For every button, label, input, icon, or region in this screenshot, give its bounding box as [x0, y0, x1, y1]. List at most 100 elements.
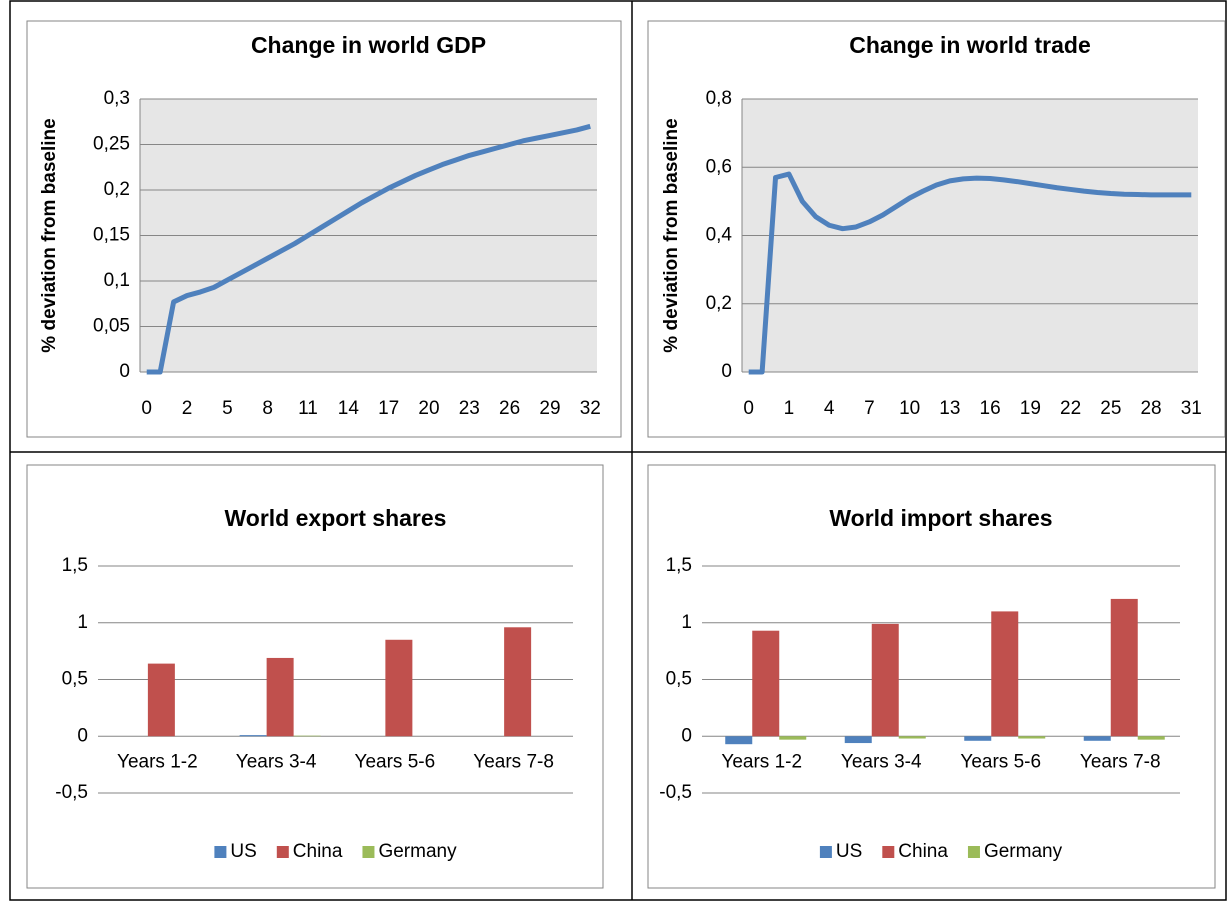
bar: [239, 735, 267, 737]
x-tick-label: 7: [864, 398, 875, 419]
x-tick-label: Years 5-6: [960, 751, 1041, 772]
legend-swatch: [882, 846, 895, 858]
bar: [147, 663, 175, 737]
y-tick-label: 0,8: [706, 88, 732, 109]
y-tick-label: 1,5: [62, 555, 88, 576]
x-tick-label: Years 7-8: [473, 751, 554, 772]
x-tick-label: 28: [1140, 398, 1161, 419]
line: [748, 171, 1192, 375]
legend-swatch: [819, 846, 832, 858]
x-tick-label: 32: [580, 398, 601, 419]
legend-swatch: [967, 846, 980, 858]
bar: [1083, 736, 1111, 741]
legend-label: Germany: [378, 841, 457, 862]
y-axis-title: % deviation from baseline: [661, 118, 682, 352]
y-tick-label: -0,5: [659, 782, 692, 803]
legend-label: US: [836, 841, 862, 862]
y-tick-label: -0,5: [55, 782, 88, 803]
x-tick-label: 2: [182, 398, 193, 419]
y-tick-label: 0,25: [93, 134, 130, 155]
legend-label: China: [898, 841, 948, 862]
chart-title: Change in world GDP: [251, 32, 486, 58]
y-axis-title: % deviation from baseline: [39, 118, 60, 352]
y-tick-label: 0,6: [706, 156, 732, 177]
legend-swatch: [362, 846, 375, 858]
x-tick-label: 25: [1100, 398, 1121, 419]
x-tick-label: Years 3-4: [236, 751, 317, 772]
x-tick-label: 11: [298, 398, 318, 419]
y-tick-label: 0,2: [104, 179, 130, 200]
chart: World export shares -0,5 0 0,5 1 1,5 Years 1-2…: [26, 464, 604, 889]
y-tick-label: 0: [119, 361, 130, 382]
chart: Change in world GDP % deviation from base…: [26, 20, 622, 438]
chart-title: World import shares: [829, 505, 1052, 531]
x-tick-label: 4: [824, 398, 835, 419]
legend-label: US: [230, 841, 256, 862]
x-tick-label: 8: [262, 398, 273, 419]
x-tick-label: 10: [899, 398, 920, 419]
legend-swatch: [276, 846, 289, 858]
x-tick-label: 0: [743, 398, 754, 419]
chart: Change in world trade % deviation from ba…: [647, 20, 1226, 438]
x-tick-label: Years 5-6: [355, 751, 436, 772]
chart: World import shares -0,5 0 0,5 1 1,5 Years 1-2…: [647, 464, 1216, 889]
bar: [779, 736, 807, 740]
y-tick-label: 1: [77, 612, 88, 633]
x-tick-label: 5: [222, 398, 233, 419]
bar: [725, 736, 753, 745]
x-tick-label: 29: [539, 398, 560, 419]
table-borders: [9, 0, 1227, 901]
x-tick-label: 23: [459, 398, 480, 419]
y-tick-label: 0,05: [93, 316, 130, 337]
y-tick-label: 1,5: [666, 555, 692, 576]
x-tick-label: Years 1-2: [721, 751, 802, 772]
y-tick-label: 0,1: [104, 270, 130, 291]
y-tick-label: 0,15: [93, 225, 130, 246]
legend-swatch: [214, 846, 227, 858]
x-tick-label: 13: [939, 398, 960, 419]
x-tick-label: 31: [1181, 398, 1202, 419]
y-tick-label: 0: [77, 725, 88, 746]
x-tick-label: 14: [338, 398, 360, 419]
x-tick-label: 19: [1020, 398, 1041, 419]
bar: [293, 735, 321, 737]
y-tick-label: 0: [721, 361, 732, 382]
line: [146, 123, 591, 375]
bar: [964, 736, 992, 741]
x-tick-label: Years 3-4: [841, 751, 922, 772]
x-tick-label: Years 1-2: [117, 751, 198, 772]
x-tick-label: 1: [784, 398, 795, 419]
bar: [844, 736, 872, 744]
bar: [1137, 736, 1165, 740]
chart-title: World export shares: [225, 505, 447, 531]
bar: [752, 630, 780, 737]
x-tick-label: 0: [141, 398, 152, 419]
y-tick-label: 1: [681, 612, 692, 633]
bar: [991, 611, 1019, 737]
x-tick-label: 20: [418, 398, 439, 419]
bar: [871, 623, 899, 737]
x-tick-label: Years 7-8: [1080, 751, 1161, 772]
x-tick-label: 22: [1060, 398, 1081, 419]
y-tick-label: 0,5: [62, 669, 88, 690]
bar: [1018, 736, 1046, 739]
x-tick-label: 17: [378, 398, 399, 419]
y-tick-label: 0,5: [666, 669, 692, 690]
bar: [898, 736, 926, 739]
legend-label: China: [293, 841, 343, 862]
chart-title: Change in world trade: [849, 32, 1091, 58]
y-tick-label: 0: [681, 725, 692, 746]
y-tick-label: 0,4: [706, 225, 733, 246]
bar: [1110, 598, 1138, 737]
bar: [504, 627, 532, 737]
legend-label: Germany: [984, 841, 1063, 862]
x-tick-label: 26: [499, 398, 520, 419]
y-tick-label: 0,2: [706, 293, 732, 314]
table-border: [9, 0, 1227, 901]
bar: [266, 657, 294, 737]
y-tick-label: 0,3: [104, 88, 130, 109]
bar: [385, 639, 413, 737]
x-tick-label: 16: [980, 398, 1001, 419]
